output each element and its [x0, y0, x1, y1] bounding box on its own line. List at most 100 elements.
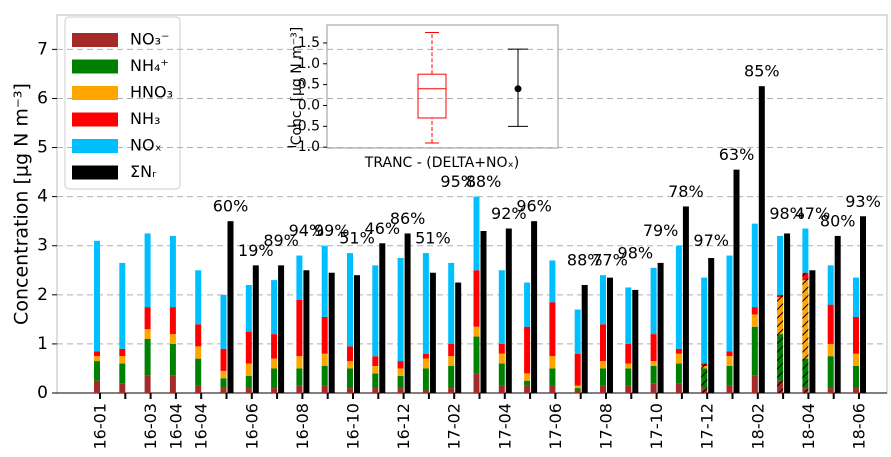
- legend-swatch: [72, 112, 118, 127]
- total-bar: [379, 243, 386, 393]
- x-tick-label: 17-12: [698, 403, 717, 450]
- percent-label: 86%: [390, 209, 426, 228]
- bar-segment: [271, 368, 278, 389]
- total-bar: [354, 275, 360, 393]
- legend-label: NH₃: [130, 109, 160, 128]
- bar-segment: [372, 265, 379, 357]
- bar-segment: [549, 356, 556, 369]
- bar-segment: [422, 253, 429, 354]
- bar-segment: [650, 334, 657, 362]
- legend-swatch: [72, 33, 118, 47]
- bar-segment: [94, 361, 100, 381]
- total-bar: [505, 228, 512, 393]
- bar-segment: [574, 388, 581, 391]
- bar-segment: [372, 356, 379, 366]
- bar-segment: [372, 388, 379, 393]
- total-bar: [758, 86, 765, 393]
- bar-segment: [321, 353, 328, 366]
- y-tick-label: 3: [37, 236, 48, 256]
- x-tick-label: 17-08: [597, 403, 616, 450]
- bar-segment: [498, 270, 505, 344]
- bar-segment: [245, 331, 252, 364]
- bar-segment: [751, 314, 758, 327]
- bar-segment: [119, 363, 126, 384]
- percent-label: 78%: [668, 182, 704, 201]
- percent-label: 19%: [238, 241, 274, 260]
- bar-segment: [625, 287, 632, 344]
- total-bar: [860, 216, 866, 393]
- legend-swatch: [72, 59, 118, 74]
- total-bar: [784, 233, 791, 393]
- bar-segment: [473, 373, 480, 393]
- bar-segment: [397, 388, 404, 393]
- bar-segment: [650, 361, 657, 366]
- bar-segment: [549, 368, 556, 386]
- x-tick-label: 17-04: [495, 403, 514, 450]
- bar-segment: [195, 324, 202, 347]
- bar-segment: [220, 348, 227, 371]
- legend-swatch: [72, 86, 118, 100]
- bar-segment: [827, 388, 834, 393]
- inset-y-tick-label: −0.5: [286, 118, 320, 134]
- bar-segment: [94, 351, 100, 357]
- percent-label: 51%: [339, 229, 375, 248]
- bar-segment: [296, 255, 303, 300]
- bar-segment: [347, 388, 353, 393]
- y-tick-label: 4: [37, 187, 48, 207]
- percent-label: 80%: [820, 211, 856, 230]
- legend-swatch: [72, 165, 118, 180]
- bar-segment: [549, 385, 556, 393]
- bar-segment: [524, 380, 531, 386]
- x-tick-label: 17-06: [546, 403, 565, 450]
- bar-segment: [448, 356, 455, 366]
- bar-segment: [422, 368, 429, 391]
- bar-segment: [650, 366, 657, 384]
- total-bar: [708, 258, 715, 393]
- bar-segment: [853, 353, 859, 366]
- hatch: [777, 380, 784, 393]
- bar-segment: [220, 370, 227, 379]
- bar-segment: [600, 324, 606, 362]
- percent-label: 98%: [618, 243, 654, 262]
- percent-label: 98%: [769, 204, 805, 223]
- bar-segment: [195, 346, 202, 359]
- bar-segment: [574, 353, 581, 386]
- bar-segment: [422, 353, 429, 359]
- bar-segment: [473, 336, 480, 374]
- y-tick-label: 0: [37, 383, 48, 403]
- x-tick-label: 16-04: [166, 403, 185, 450]
- percent-label: 89%: [263, 231, 299, 250]
- hatch: [802, 272, 809, 281]
- bar-segment: [144, 329, 151, 339]
- bar-segment: [473, 196, 480, 271]
- hatch: [802, 280, 809, 359]
- bar-segment: [397, 361, 404, 369]
- bar-segment: [726, 255, 733, 352]
- percent-label: 88%: [466, 172, 502, 191]
- legend-label: ΣNᵣ: [130, 162, 157, 181]
- bar-segment: [271, 334, 278, 359]
- bar-segment: [524, 326, 531, 374]
- bar-segment: [802, 228, 809, 273]
- bar-segment: [422, 390, 429, 393]
- x-tick-label: 16-12: [394, 403, 413, 450]
- bar-segment: [827, 265, 834, 305]
- x-tick-label: 16-04: [192, 403, 211, 450]
- bar-segment: [498, 343, 505, 354]
- bar-segment: [144, 233, 151, 308]
- bar-segment: [220, 378, 227, 389]
- hatch: [701, 366, 708, 369]
- total-bar: [429, 272, 436, 393]
- bar-segment: [726, 351, 733, 357]
- inset-y-tick-label: 1.0: [298, 56, 320, 72]
- x-tick-label: 17-02: [445, 403, 464, 450]
- bar-segment: [625, 368, 632, 386]
- bar-segment: [195, 385, 202, 393]
- percent-label: 85%: [744, 62, 780, 81]
- total-bar: [581, 285, 588, 393]
- bar-segment: [169, 343, 176, 376]
- inset-y-tick-label: 0.5: [298, 77, 320, 93]
- bar-segment: [675, 245, 682, 349]
- x-tick-label: 16-06: [242, 403, 261, 450]
- bar-segment: [675, 363, 682, 384]
